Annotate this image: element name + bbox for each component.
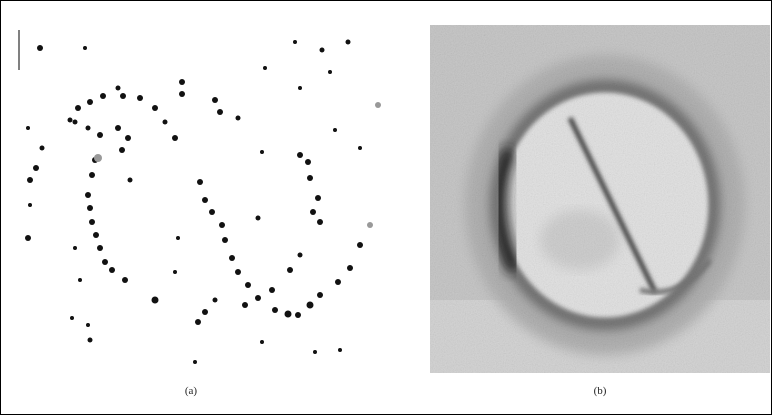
caption: (b) [594, 385, 607, 397]
photo [430, 25, 770, 373]
caption: (a) [185, 385, 198, 397]
figure: (a) (b) [0, 0, 772, 415]
